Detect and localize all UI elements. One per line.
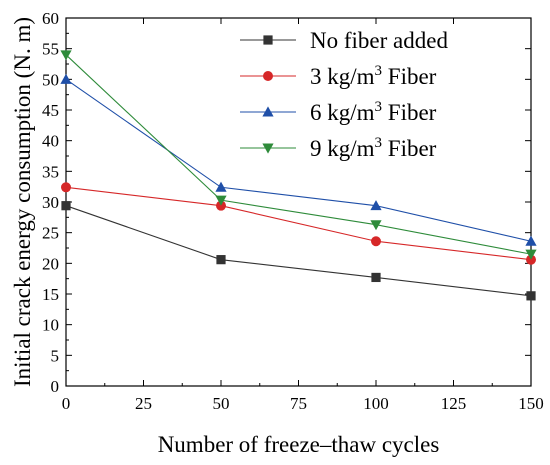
- legend: No fiber added 3 kg/m3 Fiber 6 kg/m3 Fiber…: [240, 28, 448, 161]
- y-tick-label: 55: [42, 40, 59, 59]
- series-3: [60, 73, 537, 246]
- legend-label: No fiber added: [310, 28, 448, 53]
- series-line: [65, 78, 532, 242]
- series-4: [60, 50, 537, 260]
- legend-item-3: 6 kg/m3 Fiber: [240, 99, 437, 125]
- axes: 0 25 50 75 100 125 150 0 5 10 15 20 25 30 35 40 45 50 55 60: [42, 9, 544, 413]
- series-line: [65, 54, 532, 255]
- x-tick-label: 150: [518, 394, 544, 413]
- x-axis-title: Number of freeze–thaw cycles: [158, 432, 440, 457]
- x-tick-label: 125: [441, 394, 467, 413]
- y-tick-label: 50: [42, 70, 59, 89]
- legend-marker: [263, 35, 273, 45]
- data-point: [370, 200, 382, 211]
- y-axis-title: Initial crack energy consumption (N. m): [10, 17, 35, 387]
- series-group: [60, 50, 537, 301]
- y-tick-label: 60: [42, 9, 59, 28]
- legend-label: 3 kg/m3 Fiber: [310, 63, 437, 89]
- data-point: [216, 255, 226, 265]
- data-point: [525, 249, 537, 260]
- x-tick-label: 25: [135, 394, 152, 413]
- x-tick-label: 50: [213, 394, 230, 413]
- y-tick-label: 15: [42, 285, 59, 304]
- legend-marker: [263, 71, 273, 81]
- data-point: [370, 220, 382, 231]
- data-point: [61, 201, 71, 211]
- x-tick-label: 100: [363, 394, 389, 413]
- y-tick-label: 0: [51, 377, 60, 396]
- series-2: [61, 182, 536, 265]
- y-tick-label: 5: [51, 346, 60, 365]
- series-line: [65, 186, 532, 261]
- data-point: [525, 235, 537, 246]
- data-point: [61, 182, 71, 193]
- y-tick-label: 40: [42, 132, 59, 151]
- legend-marker: [262, 143, 274, 154]
- legend-item-4: 9 kg/m3 Fiber: [240, 135, 437, 161]
- x-tick-label: 0: [62, 394, 71, 413]
- data-point: [60, 50, 72, 61]
- legend-label: 6 kg/m3 Fiber: [310, 99, 437, 125]
- legend-marker: [262, 106, 274, 117]
- y-tick-label: 10: [42, 316, 59, 335]
- series-1: [61, 201, 536, 301]
- plot-frame: [65, 17, 532, 387]
- y-tick-label: 25: [42, 224, 59, 243]
- legend-item-2: 3 kg/m3 Fiber: [240, 63, 437, 89]
- x-tick-label: 75: [290, 394, 307, 413]
- series-line: [65, 205, 532, 297]
- y-tick-label: 45: [42, 101, 59, 120]
- data-point: [371, 272, 381, 283]
- data-point: [215, 195, 227, 206]
- y-tick-label: 20: [42, 254, 59, 273]
- legend-label: 9 kg/m3 Fiber: [310, 135, 437, 161]
- data-point: [60, 73, 72, 84]
- data-point: [371, 236, 381, 247]
- y-tick-label: 35: [42, 162, 59, 181]
- legend-item-1: No fiber added: [240, 28, 448, 53]
- data-point: [526, 291, 536, 301]
- y-tick-label: 30: [42, 193, 59, 212]
- data-point: [215, 181, 227, 192]
